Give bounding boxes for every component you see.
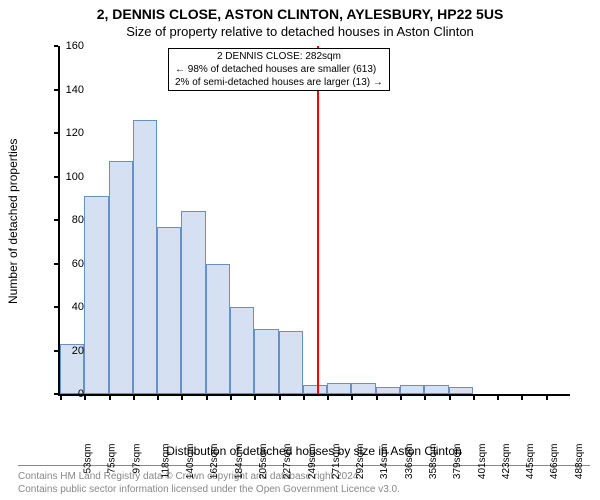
x-tick-label: 488sqm <box>574 444 585 480</box>
x-tick-mark <box>181 396 183 400</box>
x-tick-label: 314sqm <box>380 444 391 480</box>
x-tick-mark <box>133 396 135 400</box>
x-tick-mark <box>279 396 281 400</box>
x-tick-mark <box>206 396 208 400</box>
histogram-bar <box>109 161 133 394</box>
histogram-bar <box>279 331 303 394</box>
y-tick-mark <box>54 393 58 395</box>
histogram-bar <box>327 383 351 394</box>
x-tick-label: 205sqm <box>258 444 269 480</box>
y-tick-mark <box>54 350 58 352</box>
x-tick-label: 401sqm <box>477 444 488 480</box>
x-tick-label: 162sqm <box>210 444 221 480</box>
histogram-bar <box>230 307 254 394</box>
x-tick-label: 118sqm <box>160 444 171 479</box>
y-tick-label: 120 <box>58 127 84 139</box>
x-tick-mark <box>400 396 402 400</box>
x-tick-mark <box>327 396 329 400</box>
x-tick-mark <box>60 396 62 400</box>
y-axis-label: Number of detached properties <box>6 46 20 396</box>
x-tick-mark <box>351 396 353 400</box>
histogram-bar <box>351 383 375 394</box>
y-tick-label: 40 <box>58 301 84 313</box>
x-tick-mark <box>497 396 499 400</box>
y-tick-label: 20 <box>58 345 84 357</box>
x-tick-mark <box>303 396 305 400</box>
x-tick-mark <box>376 396 378 400</box>
y-tick-label: 100 <box>58 171 84 183</box>
x-tick-label: 445sqm <box>525 444 536 480</box>
x-tick-label: 75sqm <box>107 444 118 474</box>
y-tick-mark <box>54 89 58 91</box>
y-tick-mark <box>54 219 58 221</box>
x-tick-label: 53sqm <box>83 444 94 474</box>
histogram-bar <box>133 120 157 394</box>
chart-title: 2, DENNIS CLOSE, ASTON CLINTON, AYLESBUR… <box>0 6 600 22</box>
x-tick-mark <box>521 396 523 400</box>
chart-plot-area <box>58 46 570 396</box>
histogram-bar <box>206 264 230 395</box>
y-tick-mark <box>54 45 58 47</box>
x-tick-label: 184sqm <box>234 444 245 480</box>
x-tick-mark <box>157 396 159 400</box>
x-tick-label: 379sqm <box>452 444 463 480</box>
histogram-bar <box>303 385 327 394</box>
histogram-bar <box>181 211 205 394</box>
y-tick-mark <box>54 306 58 308</box>
y-tick-label: 80 <box>58 214 84 226</box>
x-tick-mark <box>424 396 426 400</box>
chart-container: 2, DENNIS CLOSE, ASTON CLINTON, AYLESBUR… <box>0 0 600 500</box>
histogram-bar <box>449 387 473 394</box>
y-tick-label: 60 <box>58 258 84 270</box>
y-tick-mark <box>54 176 58 178</box>
histogram-bar <box>254 329 278 394</box>
x-tick-mark <box>473 396 475 400</box>
x-tick-mark <box>84 396 86 400</box>
x-tick-label: 466sqm <box>550 444 561 480</box>
x-tick-label: 227sqm <box>282 444 293 480</box>
x-tick-mark <box>109 396 111 400</box>
histogram-bar <box>424 385 448 394</box>
histogram-bar <box>376 387 400 394</box>
y-tick-mark <box>54 263 58 265</box>
histogram-bar <box>84 196 108 394</box>
callout-line: ← 98% of detached houses are smaller (61… <box>175 63 383 76</box>
reference-marker <box>317 46 319 394</box>
y-tick-label: 140 <box>58 84 84 96</box>
footer-line-2: Contains public sector information licen… <box>18 483 590 496</box>
x-tick-label: 423sqm <box>501 444 512 480</box>
x-tick-label: 292sqm <box>355 444 366 480</box>
x-tick-mark <box>230 396 232 400</box>
callout-line: 2% of semi-detached houses are larger (1… <box>175 76 383 89</box>
x-tick-label: 271sqm <box>331 444 342 480</box>
x-tick-mark <box>546 396 548 400</box>
callout-line: 2 DENNIS CLOSE: 282sqm <box>175 50 383 63</box>
y-tick-mark <box>54 132 58 134</box>
x-tick-mark <box>254 396 256 400</box>
x-tick-label: 358sqm <box>428 444 439 480</box>
x-tick-mark <box>449 396 451 400</box>
histogram-bar <box>157 227 181 394</box>
x-tick-label: 249sqm <box>307 444 318 480</box>
y-tick-label: 160 <box>58 40 84 52</box>
x-tick-label: 97sqm <box>131 444 142 474</box>
histogram-bar <box>400 385 424 394</box>
x-tick-label: 140sqm <box>185 444 196 480</box>
callout-box: 2 DENNIS CLOSE: 282sqm← 98% of detached … <box>168 48 390 91</box>
chart-subtitle: Size of property relative to detached ho… <box>0 24 600 39</box>
x-tick-label: 336sqm <box>404 444 415 480</box>
